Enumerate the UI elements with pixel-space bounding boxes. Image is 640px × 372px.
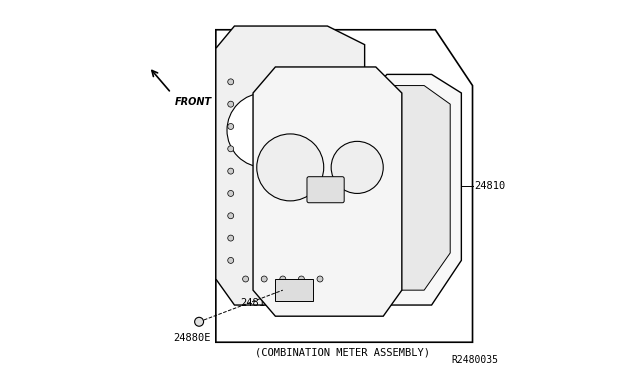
Circle shape [298, 276, 305, 282]
Circle shape [228, 101, 234, 107]
Circle shape [261, 276, 267, 282]
Text: (COMBINATION METER ASSEMBLY): (COMBINATION METER ASSEMBLY) [255, 347, 430, 357]
Text: FRONT: FRONT [175, 97, 212, 107]
Circle shape [228, 213, 234, 219]
FancyBboxPatch shape [275, 279, 312, 301]
Circle shape [228, 257, 234, 263]
Circle shape [228, 235, 234, 241]
Circle shape [294, 100, 353, 160]
Circle shape [228, 190, 234, 196]
Text: 24810: 24810 [474, 181, 506, 191]
Text: 24880E: 24880E [173, 333, 211, 343]
Circle shape [228, 168, 234, 174]
Circle shape [195, 317, 204, 326]
Circle shape [257, 134, 324, 201]
Polygon shape [216, 26, 365, 305]
Circle shape [331, 141, 383, 193]
Polygon shape [253, 67, 402, 316]
Text: R2480035: R2480035 [452, 355, 499, 365]
Text: 24812N: 24812N [240, 298, 278, 308]
Circle shape [227, 93, 301, 167]
Circle shape [280, 276, 286, 282]
Circle shape [228, 124, 234, 129]
Circle shape [243, 276, 248, 282]
Circle shape [317, 276, 323, 282]
Circle shape [228, 146, 234, 152]
Circle shape [228, 79, 234, 85]
Polygon shape [369, 86, 450, 290]
FancyBboxPatch shape [307, 177, 344, 203]
Polygon shape [357, 74, 461, 305]
